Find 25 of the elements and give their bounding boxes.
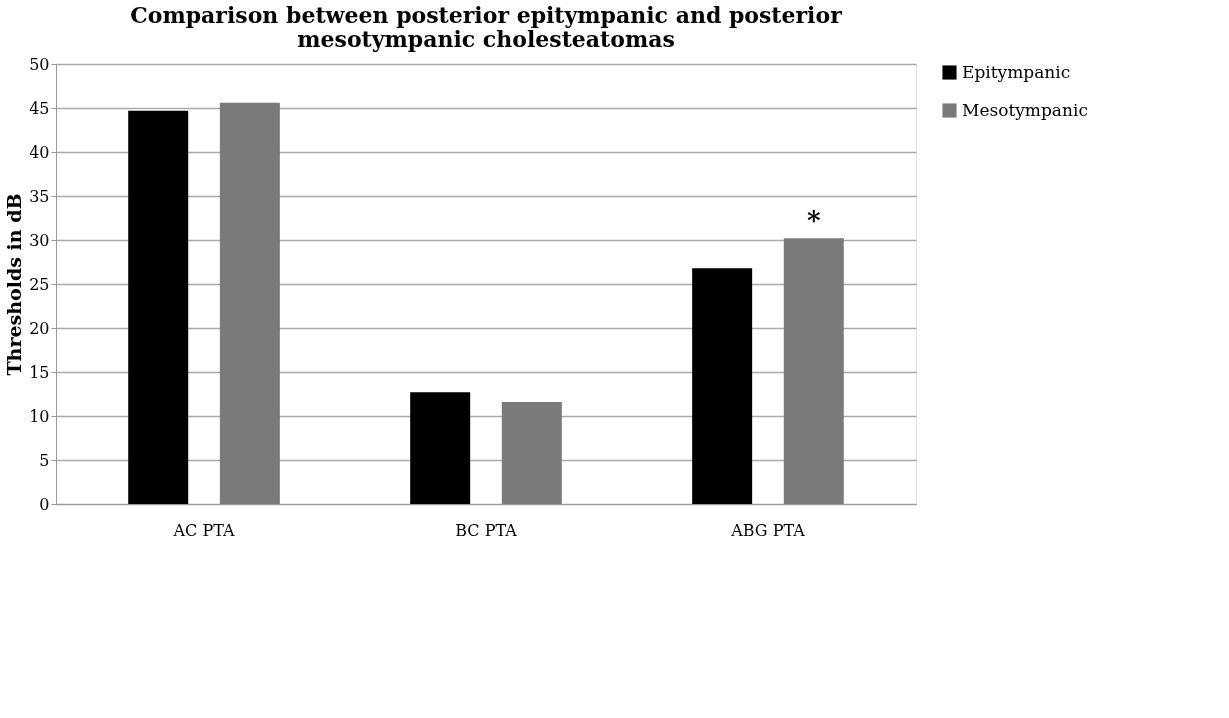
- y-tick-label: 15: [29, 362, 50, 382]
- x-tick-label: BC PTA: [455, 520, 518, 540]
- y-tick-label: 30: [29, 230, 50, 250]
- legend-label: Epitympanic: [962, 61, 1071, 82]
- y-tick-label: 10: [29, 406, 50, 426]
- y-tick-label: 20: [29, 318, 50, 338]
- bar: [501, 401, 562, 504]
- bar: [783, 238, 844, 504]
- legend-label: Mesotympanic: [962, 99, 1088, 120]
- y-tick-label: 45: [29, 98, 50, 118]
- y-tick-label: 50: [29, 54, 50, 74]
- bar: [219, 102, 280, 504]
- x-tick-label: AC PTA: [172, 520, 235, 540]
- text: Comparison between posterior epitympanic and posterior: [130, 2, 842, 28]
- annotation: *: [806, 205, 821, 236]
- y-tick-label: 5: [39, 450, 50, 470]
- bar: [128, 110, 189, 504]
- y-tick-label: 40: [29, 142, 50, 162]
- bar: [692, 268, 753, 504]
- y-tick-label: 25: [29, 274, 50, 294]
- y-axis-title: Thresholds in dB: [3, 193, 26, 376]
- bar: [410, 392, 471, 504]
- y-tick-label: 35: [29, 186, 50, 206]
- y-tick-label: 0: [39, 494, 50, 514]
- x-tick-label: ABG PTA: [730, 520, 806, 540]
